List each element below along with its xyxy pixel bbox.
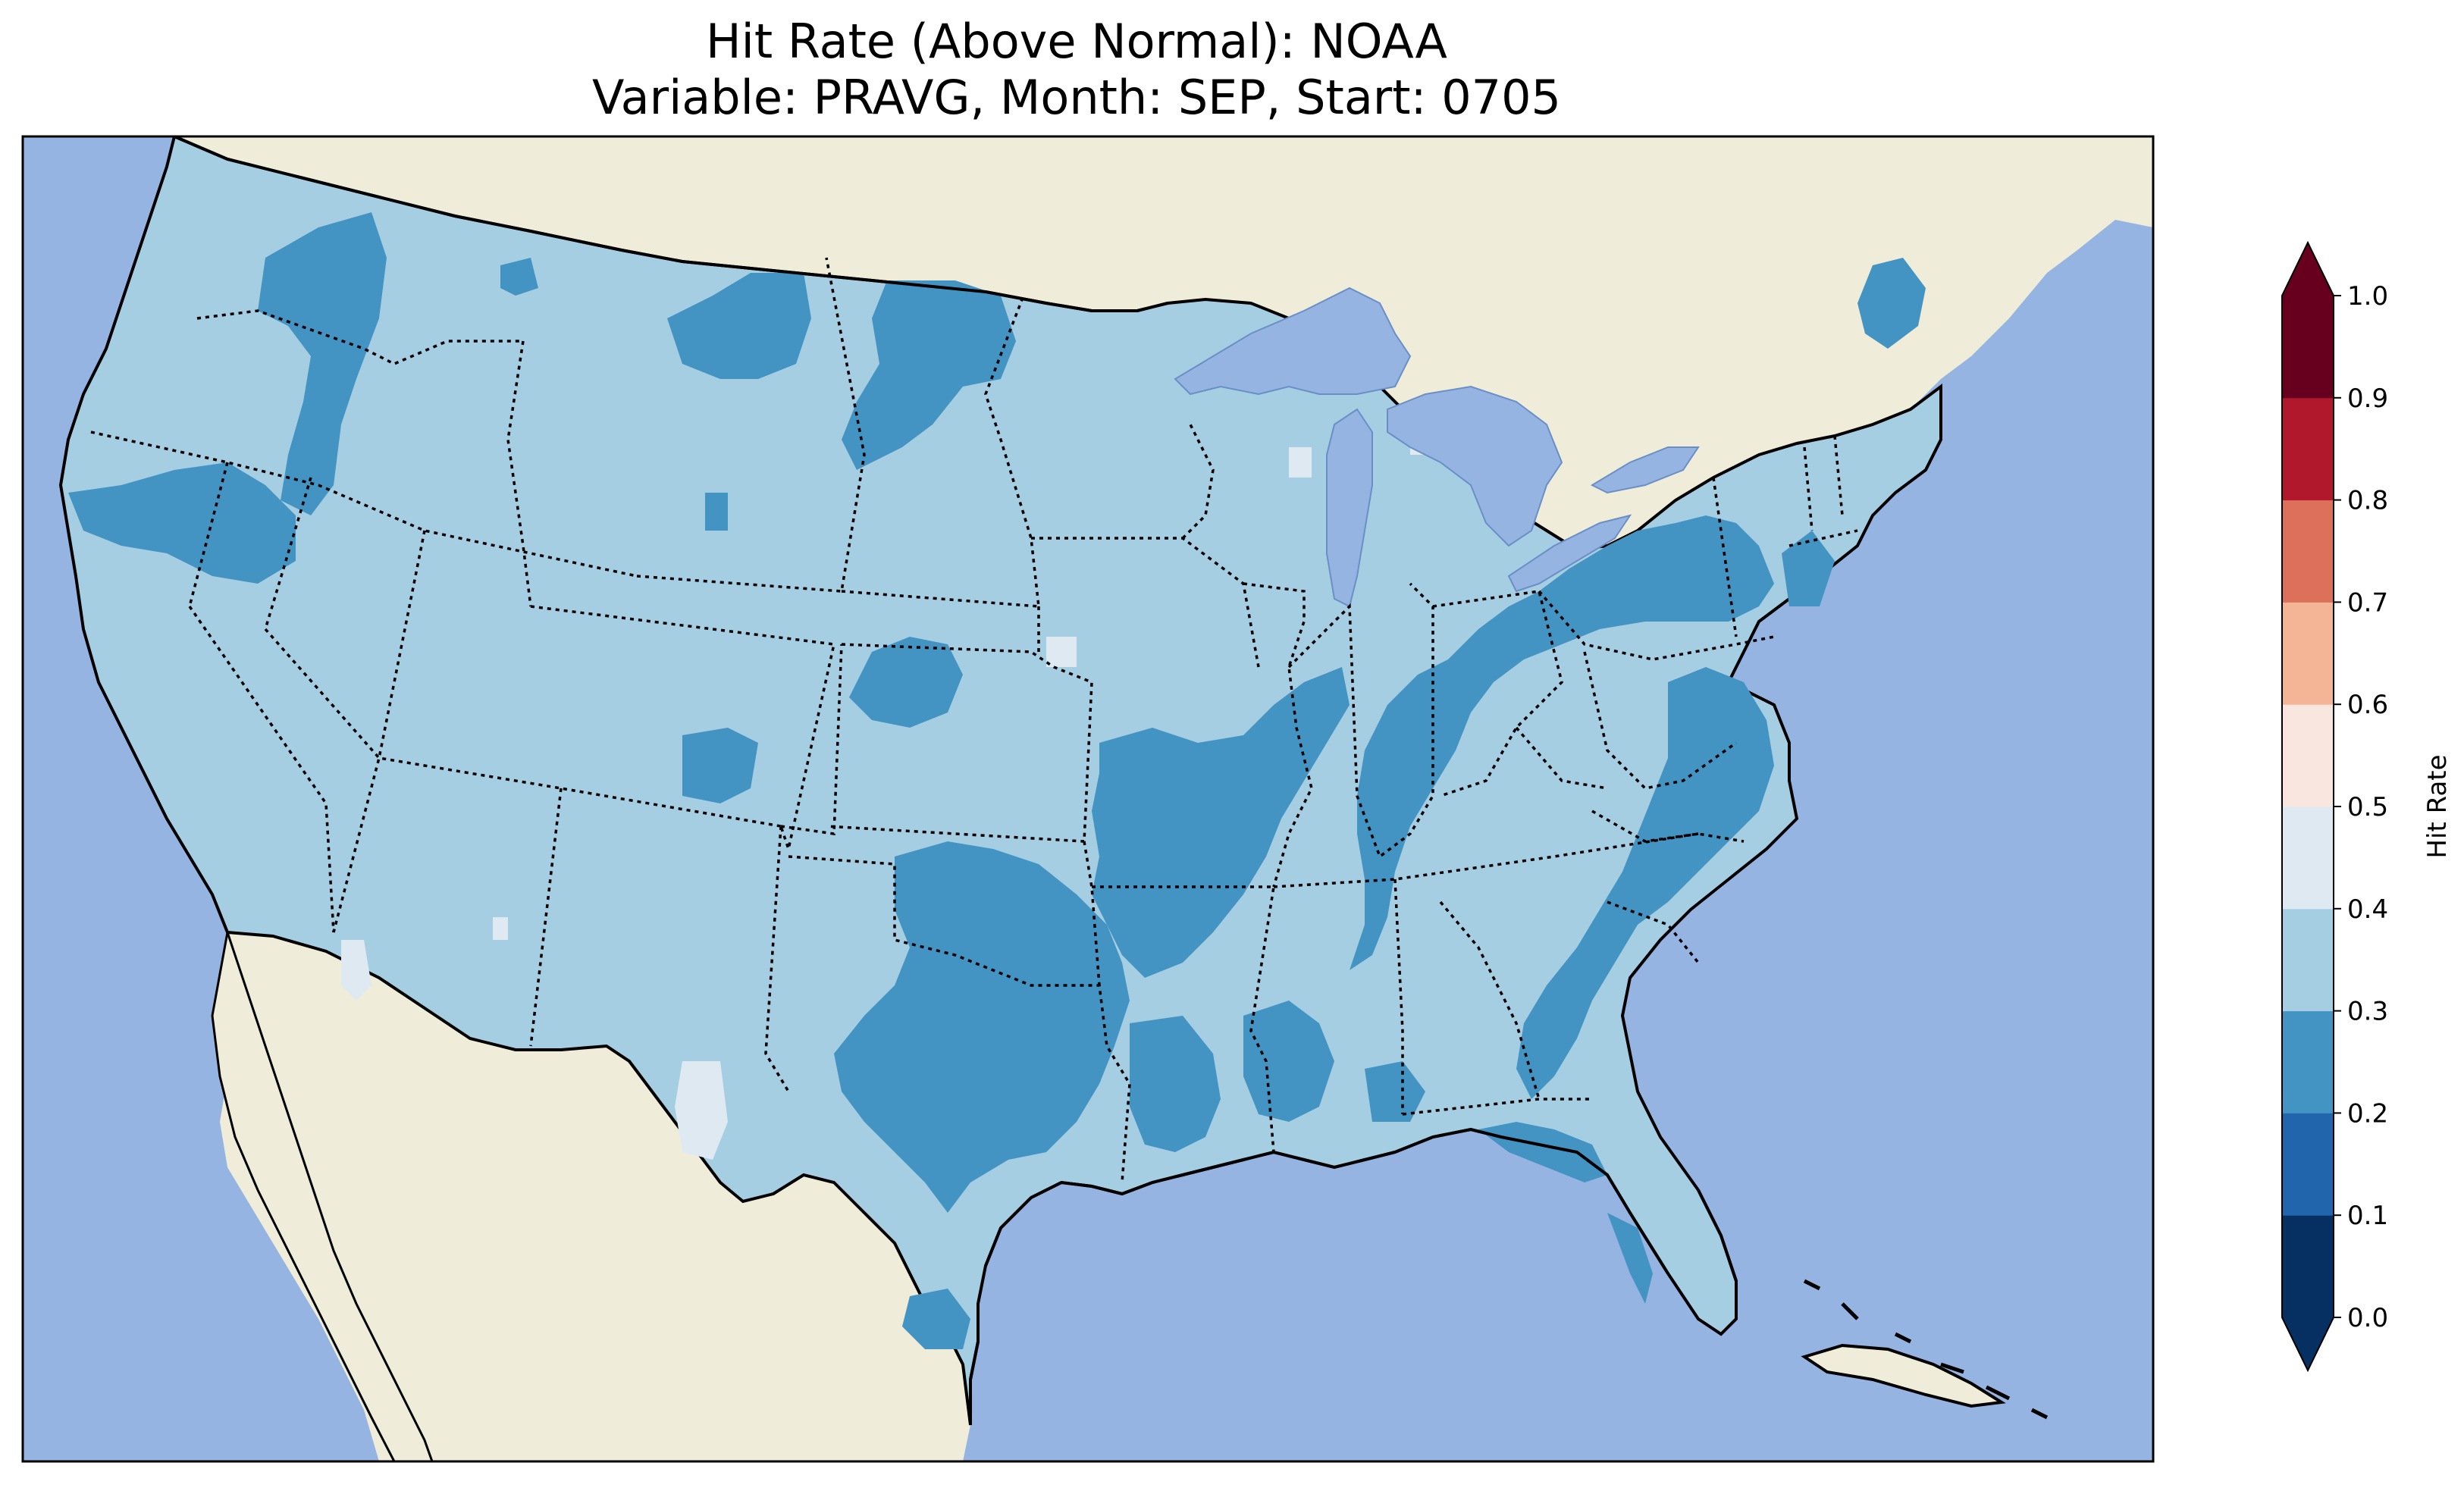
colorbar-bin — [2282, 1011, 2334, 1113]
colorbar-tick-label: 0.7 — [2347, 587, 2388, 618]
colorbar-bin — [2282, 398, 2334, 500]
colorbar-extend-over — [2282, 243, 2334, 296]
colorbar-tick-label: 0.3 — [2347, 997, 2388, 1027]
colorbar-tick-label: 1.0 — [2347, 281, 2388, 312]
colorbar-extend-under — [2282, 1317, 2334, 1370]
colorbar-bin — [2282, 704, 2334, 807]
colorbar-bin — [2282, 807, 2334, 909]
colorbar-bin — [2282, 1113, 2334, 1215]
colorbar-bin — [2282, 909, 2334, 1011]
colorbar-label: Hit Rate — [2422, 754, 2453, 858]
colorbar-tick-label: 0.9 — [2347, 384, 2388, 414]
colorbar-tick-label: 0.5 — [2347, 792, 2388, 822]
colorbar-bin — [2282, 296, 2334, 398]
colorbar-tick-label: 0.6 — [2347, 690, 2388, 720]
colorbar-bin — [2282, 1215, 2334, 1317]
colorbar-bin — [2282, 602, 2334, 704]
colorbar-tick-label: 0.4 — [2347, 894, 2388, 925]
colorbar-tick-label: 0.1 — [2347, 1201, 2388, 1231]
colorbar-tick-label: 0.8 — [2347, 486, 2388, 516]
colorbar-tick-label: 0.0 — [2347, 1303, 2388, 1333]
colorbar-tick-label: 0.2 — [2347, 1098, 2388, 1129]
colorbar-bin — [2282, 500, 2334, 603]
